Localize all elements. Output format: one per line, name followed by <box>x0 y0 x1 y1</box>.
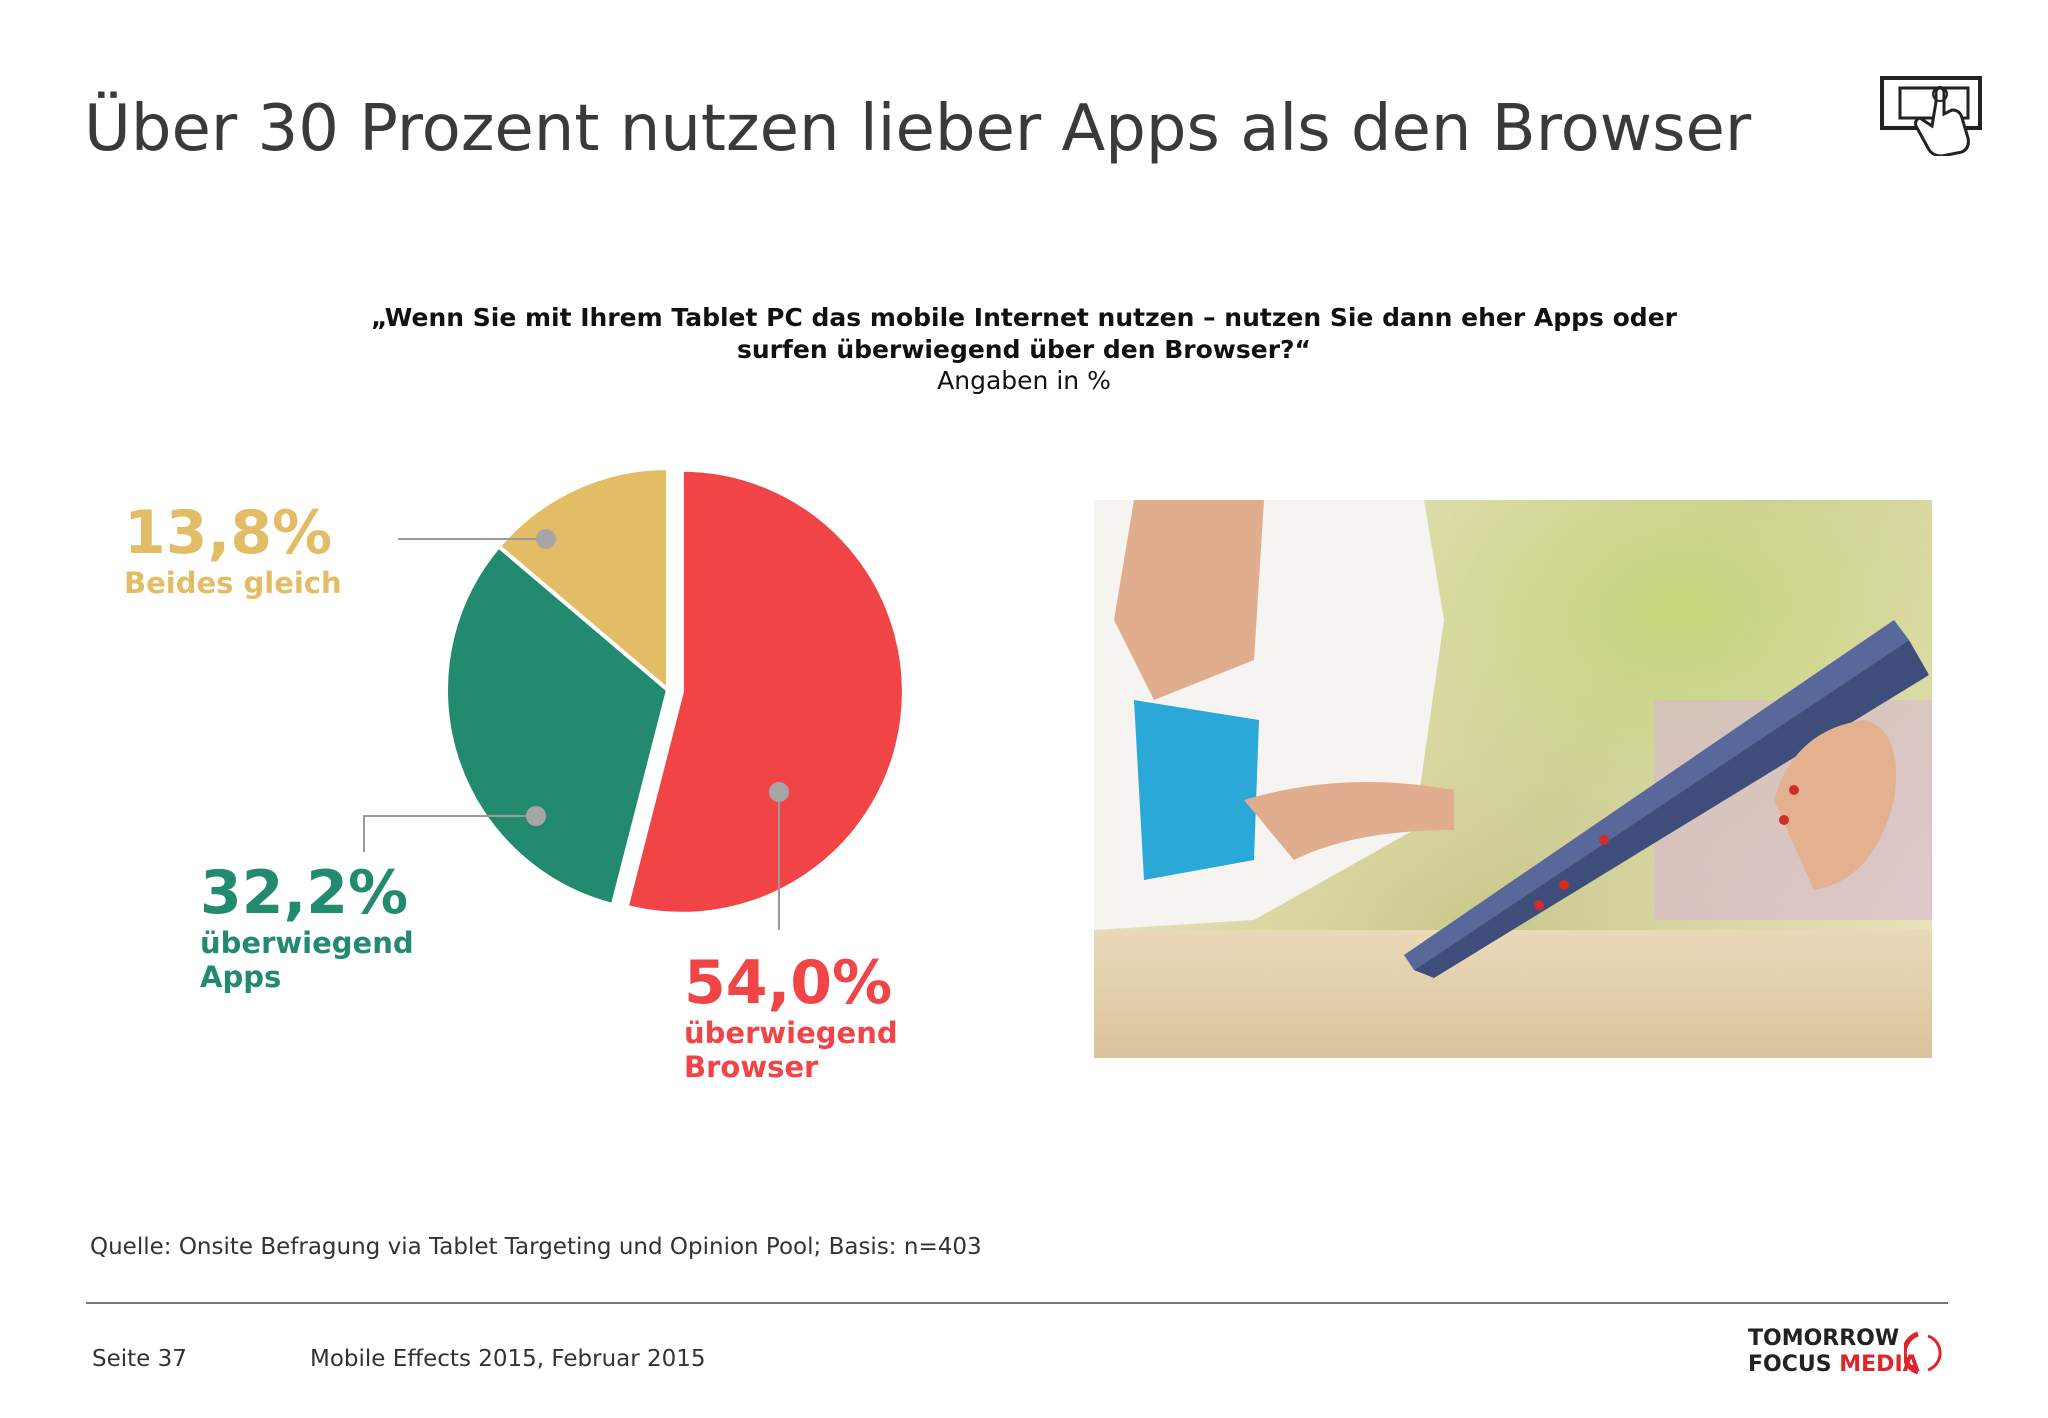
tomorrow-focus-media-logo: TOMORROW FOCUS MEDIA <box>1748 1326 1948 1378</box>
slice-label-apps: 32,2% überwiegend Apps <box>200 860 414 994</box>
slice-desc-beides-gleich: Beides gleich <box>124 566 342 600</box>
slice-label-beides-gleich: 13,8% Beides gleich <box>124 500 342 600</box>
slice-pct-browser: 54,0% <box>684 948 893 1018</box>
logo-line2: FOCUS MEDIA <box>1748 1352 1920 1377</box>
woman-using-tablet-photo <box>1094 500 1932 1058</box>
survey-question-line1: „Wenn Sie mit Ihrem Tablet PC das mobile… <box>371 303 1677 332</box>
photo-illustration <box>1094 500 1932 1058</box>
unit-note: Angaben in % <box>937 366 1111 395</box>
slice-desc-apps-line1: überwiegend <box>200 926 414 960</box>
apps-leader-line <box>363 815 536 852</box>
slice-desc-apps-line2: Apps <box>200 960 282 994</box>
slice-label-browser: 54,0% überwiegend Browser <box>684 950 898 1084</box>
survey-question: „Wenn Sie mit Ihrem Tablet PC das mobile… <box>300 302 1748 366</box>
slice-desc-browser-line1: überwiegend <box>684 1016 898 1050</box>
beides-gleich-leader-dot <box>536 529 556 549</box>
page-number: Seite 37 <box>92 1346 187 1372</box>
slice-pct-beides-gleich: 13,8% <box>124 498 333 568</box>
logo-line2-focus: FOCUS <box>1748 1352 1832 1377</box>
footer-divider <box>86 1302 1948 1304</box>
tablet-touch-icon <box>1880 76 1982 156</box>
browser-leader-dot <box>769 782 789 802</box>
survey-question-line2: surfen überwiegend über den Browser?“ <box>737 335 1311 364</box>
apps-leader-dot <box>526 806 546 826</box>
page-title: Über 30 Prozent nutzen lieber Apps als d… <box>84 92 1752 166</box>
slice-pct-apps: 32,2% <box>200 858 409 928</box>
slice-browser <box>624 467 906 916</box>
source-note: Quelle: Onsite Befragung via Tablet Targ… <box>90 1234 982 1260</box>
slice-desc-browser-line2: Browser <box>684 1050 819 1084</box>
logo-line1: TOMORROW <box>1748 1326 1900 1351</box>
brand-arc-icon <box>1904 1331 1942 1375</box>
publication-info: Mobile Effects 2015, Februar 2015 <box>310 1346 706 1372</box>
slice-beides-gleich <box>495 465 670 695</box>
